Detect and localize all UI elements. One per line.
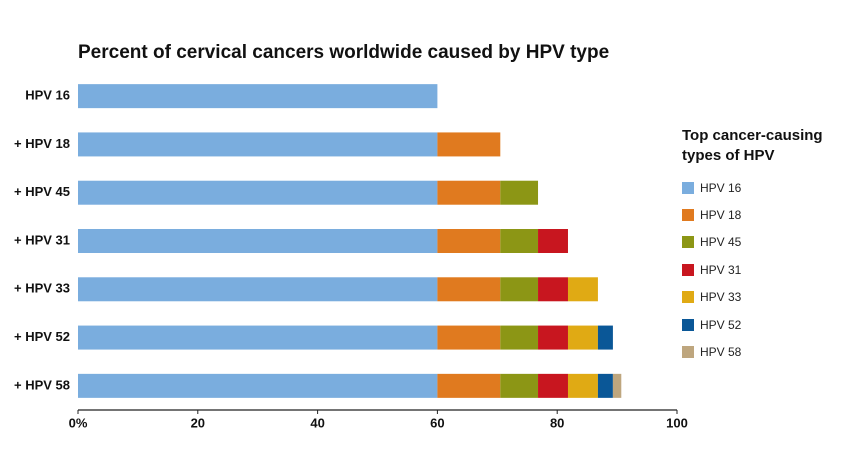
x-tick-label: 20	[191, 415, 205, 430]
legend-label: HPV 45	[700, 235, 742, 250]
legend-swatch	[682, 236, 694, 249]
legend-swatch	[682, 291, 694, 304]
legend-item: HPV 33	[682, 284, 842, 311]
bar-segment	[612, 373, 622, 398]
bar-segment	[78, 373, 438, 398]
legend-item: HPV 18	[682, 201, 842, 228]
bar-segment	[500, 325, 539, 350]
category-label: + HPV 33	[14, 281, 70, 296]
bar-segment	[437, 373, 501, 398]
bar-segment	[538, 277, 568, 302]
x-tick-label: 60	[430, 415, 444, 430]
legend-title: Top cancer-causing types of HPV	[682, 127, 823, 164]
legend-swatch	[682, 209, 694, 222]
bar-segment	[78, 277, 438, 302]
bar-segment	[78, 132, 438, 157]
category-label: HPV 16	[25, 88, 70, 103]
legend-label: HPV 52	[700, 317, 742, 332]
legend-label: HPV 33	[700, 290, 742, 305]
bar-segment	[78, 325, 438, 350]
category-label: + HPV 18	[14, 136, 70, 151]
category-label: + HPV 58	[14, 377, 70, 392]
bar-segment	[500, 277, 539, 302]
legend-swatch	[682, 181, 694, 194]
bar-segment	[567, 277, 598, 302]
bar-segment	[567, 325, 598, 350]
x-tick-label: 40	[310, 415, 324, 430]
legend-item: HPV 45	[682, 229, 842, 256]
bar-segment	[437, 325, 501, 350]
category-label: + HPV 52	[14, 329, 70, 344]
category-label: + HPV 45	[14, 184, 70, 199]
bar-segment	[567, 373, 598, 398]
bar-segment	[437, 180, 501, 205]
chart-title: Percent of cervical cancers worldwide ca…	[78, 42, 609, 63]
legend-swatch	[682, 263, 694, 276]
legend-label: HPV 31	[700, 262, 742, 277]
legend-item: HPV 52	[682, 311, 842, 338]
legend-item: HPV 16	[682, 174, 842, 201]
bar-segment	[500, 229, 539, 253]
x-tick-label: 0%	[69, 415, 88, 430]
legend-swatch	[682, 346, 694, 359]
bar-segment	[437, 277, 501, 302]
x-tick-label: 100	[666, 415, 688, 430]
legend-swatch	[682, 318, 694, 331]
legend-item: HPV 31	[682, 256, 842, 283]
bar-segment	[500, 373, 539, 398]
bar-segment	[78, 180, 438, 205]
bar-segment	[437, 132, 501, 157]
bar-segment	[538, 229, 568, 253]
category-label: + HPV 31	[14, 232, 70, 247]
bar-segment	[538, 373, 568, 398]
legend-label: HPV 16	[700, 180, 742, 195]
bar-segment	[437, 229, 501, 253]
bar-segment	[78, 229, 438, 253]
bar-segment	[597, 325, 613, 350]
bar-segment	[78, 84, 438, 109]
legend-label: HPV 58	[700, 345, 742, 360]
legend-item: HPV 58	[682, 338, 842, 365]
bar-segment	[538, 325, 568, 350]
x-tick-label: 80	[550, 415, 564, 430]
legend: Top cancer-causing types of HPV HPV 16 HP…	[682, 126, 842, 366]
legend-label: HPV 18	[700, 208, 742, 223]
bar-segment	[500, 180, 539, 205]
bar-segment	[597, 373, 613, 398]
